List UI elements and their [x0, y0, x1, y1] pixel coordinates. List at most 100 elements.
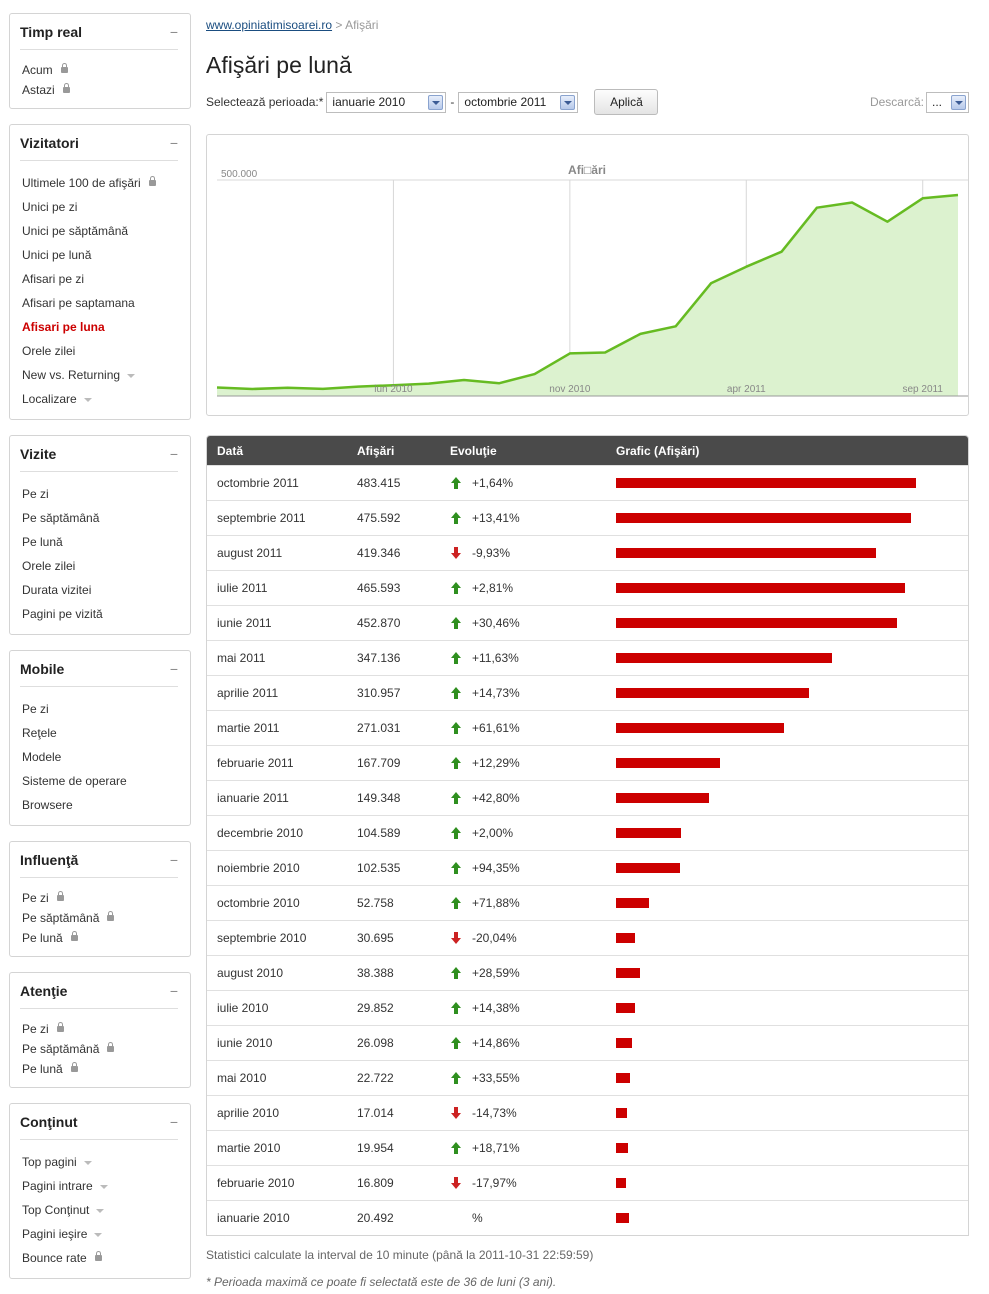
sidebar-item[interactable]: Modele	[20, 745, 178, 769]
sidebar-item-label: Pe săptămână	[22, 1042, 100, 1056]
views-bar	[616, 478, 916, 488]
series-line	[216, 193, 959, 391]
sidebar-item[interactable]: New vs. Returning	[20, 363, 178, 387]
cell-date: august 2011	[217, 546, 283, 560]
sidebar-item[interactable]: Pe săptămână	[20, 1039, 178, 1059]
chevron-down-icon[interactable]	[560, 94, 576, 110]
breadcrumb: www.opiniatimisoarei.ro > Afişări	[206, 18, 969, 38]
chevron-down-icon[interactable]	[94, 1232, 103, 1237]
sidebar-item[interactable]: Pe zi	[20, 1019, 178, 1039]
sidebar-item-label: Unici pe lună	[22, 248, 92, 262]
sidebar-item[interactable]: Acum	[20, 60, 178, 80]
sidebar-section-header: Vizitatori −	[20, 125, 178, 161]
download-select[interactable]: ...	[926, 91, 969, 113]
cell-date: aprilie 2010	[217, 1106, 280, 1120]
cell-graph	[616, 641, 968, 675]
cell-evolution: -20,04%	[450, 931, 616, 945]
sidebar-item[interactable]: Orele zilei	[20, 339, 178, 363]
lock-icon	[62, 82, 70, 93]
sidebar-item[interactable]: Pe zi	[20, 888, 178, 908]
sidebar-item[interactable]: Top Conţinut	[20, 1198, 178, 1222]
collapse-icon[interactable]: −	[169, 445, 178, 462]
sidebar-item-label: Pe lună	[22, 1062, 63, 1076]
sidebar-section: Conţinut − Top pagini Pagini intrare Top Con…	[9, 1103, 191, 1279]
chevron-down-icon[interactable]	[951, 94, 966, 110]
apply-button[interactable]: Aplică	[594, 89, 659, 115]
evolution-value: +18,71%	[472, 1141, 520, 1155]
sidebar-item[interactable]: Afisari pe luna	[20, 315, 178, 339]
sidebar-item[interactable]: Astazi	[20, 80, 178, 100]
area-fill	[217, 195, 958, 396]
collapse-icon[interactable]: −	[169, 1113, 178, 1130]
evolution-value: +61,61%	[472, 721, 520, 735]
sidebar-item[interactable]: Pe lună	[20, 530, 178, 554]
cell-evolution: +71,88%	[450, 896, 616, 910]
header-views[interactable]: Afişări	[357, 443, 395, 458]
chevron-down-icon[interactable]	[99, 1184, 108, 1189]
collapse-icon[interactable]: −	[169, 851, 178, 868]
views-bar	[616, 863, 680, 873]
arrow-up-icon	[451, 792, 461, 804]
header-graph: Grafic (Afişări)	[616, 443, 700, 458]
collapse-icon[interactable]: −	[169, 134, 178, 151]
sidebar-item-label: Unici pe săptămână	[22, 224, 129, 238]
footer-note-period: * Perioada maximă ce poate fi selectată …	[206, 1275, 557, 1289]
sidebar-item[interactable]: Unici pe lună	[20, 243, 178, 267]
evolution-value: +1,64%	[472, 476, 514, 490]
table-row: martie 2011 271.031 +61,61%	[207, 710, 968, 745]
cell-views: 29.852	[357, 1001, 394, 1015]
collapse-icon[interactable]: −	[169, 660, 178, 677]
sidebar-item[interactable]: Pe săptămână	[20, 506, 178, 530]
sidebar-item[interactable]: Pe lună	[20, 1059, 178, 1079]
table-row: martie 2010 19.954 +18,71%	[207, 1130, 968, 1165]
cell-views: 149.348	[357, 791, 401, 805]
chevron-down-icon[interactable]	[83, 1160, 92, 1165]
sidebar-item[interactable]: Top pagini	[20, 1150, 178, 1174]
sidebar-item[interactable]: Pe zi	[20, 482, 178, 506]
period-to-select[interactable]: octombrie 2011	[458, 91, 579, 113]
sidebar-item[interactable]: Unici pe zi	[20, 195, 178, 219]
table-row: decembrie 2010 104.589 +2,00%	[207, 815, 968, 850]
sidebar-item[interactable]: Pagini ieşire	[20, 1222, 178, 1246]
chevron-down-icon[interactable]	[428, 94, 444, 110]
header-date[interactable]: Dată	[217, 443, 244, 458]
breadcrumb-site-link[interactable]: www.opiniatimisoarei.ro	[206, 18, 333, 32]
chevron-down-icon[interactable]	[96, 1208, 105, 1213]
cell-graph	[616, 816, 968, 850]
sidebar-item[interactable]: Afisari pe saptamana	[20, 291, 178, 315]
x-tick-label: iun 2010	[374, 384, 413, 395]
cell-date: februarie 2010	[217, 1176, 295, 1190]
cell-evolution: +14,38%	[450, 1001, 616, 1015]
sidebar-item[interactable]: Orele zilei	[20, 554, 178, 578]
sidebar-item[interactable]: Pe zi	[20, 697, 178, 721]
sidebar-item[interactable]: Pagini pe vizită	[20, 602, 178, 626]
cell-date: septembrie 2011	[217, 511, 306, 525]
sidebar-item[interactable]: Localizare	[20, 387, 178, 411]
chevron-down-icon[interactable]	[83, 397, 92, 402]
views-bar	[616, 933, 635, 943]
sidebar-item[interactable]: Sisteme de operare	[20, 769, 178, 793]
sidebar-item[interactable]: Afisari pe zi	[20, 267, 178, 291]
sidebar-item[interactable]: Pe săptămână	[20, 908, 178, 928]
sidebar-item[interactable]: Reţele	[20, 721, 178, 745]
sidebar-item[interactable]: Unici pe săptămână	[20, 219, 178, 243]
collapse-icon[interactable]: −	[169, 982, 178, 999]
sidebar-item[interactable]: Pe lună	[20, 928, 178, 948]
cell-evolution: +12,29%	[450, 756, 616, 770]
cell-date: ianuarie 2011	[217, 791, 289, 805]
evolution-value: +94,35%	[472, 861, 520, 875]
lock-icon	[56, 1021, 64, 1032]
table-row: august 2011 419.346 -9,93%	[207, 535, 968, 570]
sidebar-item[interactable]: Bounce rate	[20, 1246, 178, 1270]
sidebar-item[interactable]: Ultimele 100 de afişări	[20, 171, 178, 195]
sidebar-item-label: Sisteme de operare	[22, 774, 127, 788]
sidebar-item[interactable]: Browsere	[20, 793, 178, 817]
chevron-down-icon[interactable]	[127, 373, 136, 378]
cell-date: iulie 2010	[217, 1001, 269, 1015]
collapse-icon[interactable]: −	[169, 23, 178, 40]
sidebar-item[interactable]: Durata vizitei	[20, 578, 178, 602]
period-from-select[interactable]: ianuarie 2010	[326, 91, 447, 113]
arrow-up-icon	[451, 617, 461, 629]
sidebar-item[interactable]: Pagini intrare	[20, 1174, 178, 1198]
header-evolution[interactable]: Evoluţie	[450, 443, 497, 458]
